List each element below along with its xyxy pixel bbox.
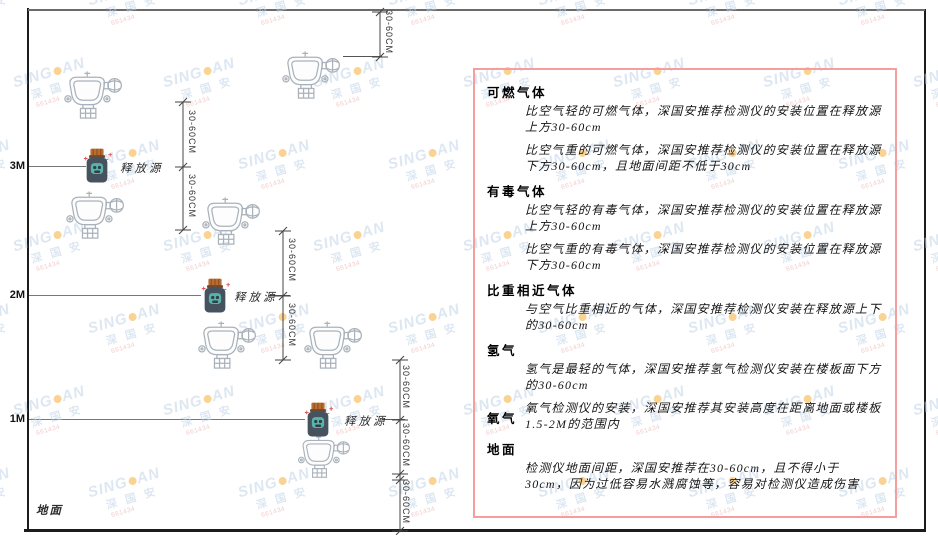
info-panel: 可燃气体 比空气轻的可燃气体，深国安推荐检测仪的安装位置在释放源上方30-60c… [473, 68, 897, 518]
release-source-label: 释放源 [344, 416, 388, 428]
gas-detector-icon [62, 190, 126, 240]
connector-ceiling-detector [343, 56, 382, 57]
section-heading: 比重相近气体 [487, 284, 578, 298]
dimension-line [275, 226, 291, 365]
section-paragraph: 比空气轻的可燃气体，深国安推荐检测仪的安装位置在释放源上方30-60cm [525, 104, 882, 134]
dim-label-3m-below: 30-60CM [187, 174, 197, 219]
dim-label-ceiling: 30-60CM [384, 10, 394, 55]
ground-line [24, 529, 926, 532]
right-wall-line [924, 9, 926, 532]
dim-label-ground-gap: 30-60CM [401, 480, 411, 525]
level-line-2m [29, 295, 201, 296]
section-paragraph: 与空气比重相近的气体，深国安推荐检测仪安装在释放源上下的30-60cm [525, 302, 882, 332]
dimension-line [392, 355, 408, 535]
section-paragraph: 氧气检测仪的安装，深国安推荐其安装高度在距离地面或楼板1.5-2M的范围内 [525, 401, 882, 431]
release-source-icon [199, 277, 231, 315]
dimension-line [175, 97, 191, 235]
dim-label-1m-below: 30-60CM [401, 423, 411, 468]
section-heading: 氧气 [487, 412, 518, 426]
gas-detector-icon [294, 434, 352, 479]
section-oxygen: 氧气 氧气检测仪的安装，深国安推荐其安装高度在距离地面或楼板1.5-2M的范围内 [487, 400, 883, 432]
ceiling-line [28, 9, 925, 11]
left-wall-line [27, 8, 29, 532]
release-source-label: 释放源 [234, 292, 278, 304]
dim-label-3m-above: 30-60CM [187, 110, 197, 155]
section-similar-density-gas: 比重相近气体 与空气比重相近的气体，深国安推荐检测仪安装在释放源上下的30-60… [487, 280, 883, 333]
section-toxic-gas: 有毒气体 比空气轻的有毒气体，深国安推荐检测仪的安装位置在释放源上方30-60c… [487, 181, 883, 273]
section-hydrogen: 氢气 氢气是最轻的气体，深国安推荐氢气检测仪安装在楼板面下方的30-60cm [487, 340, 883, 393]
section-heading: 可燃气体 [487, 86, 548, 100]
release-source-icon [302, 401, 334, 439]
dim-label-2m-below: 30-60CM [287, 303, 297, 348]
level-line-1m [29, 419, 305, 420]
gas-detector-icon [60, 70, 124, 120]
height-label-2m: 2M [9, 289, 25, 301]
section-combustible-gas: 可燃气体 比空气轻的可燃气体，深国安推荐检测仪的安装位置在释放源上方30-60c… [487, 82, 883, 174]
release-source-icon [81, 147, 113, 185]
dim-label-1m-above: 30-60CM [401, 365, 411, 410]
level-line-3m [29, 166, 86, 167]
dimension-line [372, 7, 388, 62]
gas-detector-icon [198, 196, 262, 246]
section-heading: 有毒气体 [487, 185, 548, 199]
section-ground: 地面 检测仪地面间距，深国安推荐在30-60cm，且不得小于30cm，因为过低容… [487, 439, 883, 492]
section-paragraph: 比空气重的有毒气体，深国安推荐检测仪的安装位置在释放源下方30-60cm [525, 242, 882, 272]
dim-label-2m-above: 30-60CM [287, 238, 297, 283]
section-paragraph: 检测仪地面间距，深国安推荐在30-60cm，且不得小于30cm，因为过低容易水溅… [525, 461, 860, 491]
gas-detector-icon [194, 320, 258, 370]
ground-label: 地面 [36, 505, 63, 517]
section-paragraph: 氢气是最轻的气体，深国安推荐氢气检测仪安装在楼板面下方的30-60cm [525, 362, 882, 392]
gas-detector-icon [300, 320, 364, 370]
section-heading: 氢气 [487, 344, 518, 358]
section-heading: 地面 [487, 443, 518, 457]
gas-detector-icon [278, 50, 342, 100]
section-paragraph: 比空气重的可燃气体，深国安推荐检测仪的安装位置在释放源下方30-60cm，且地面… [525, 143, 882, 173]
height-label-1m: 1M [9, 413, 25, 425]
release-source-label: 释放源 [120, 163, 164, 175]
section-paragraph: 比空气轻的有毒气体，深国安推荐检测仪的安装位置在释放源上方30-60cm [525, 203, 882, 233]
height-label-3m: 3M [9, 160, 25, 172]
